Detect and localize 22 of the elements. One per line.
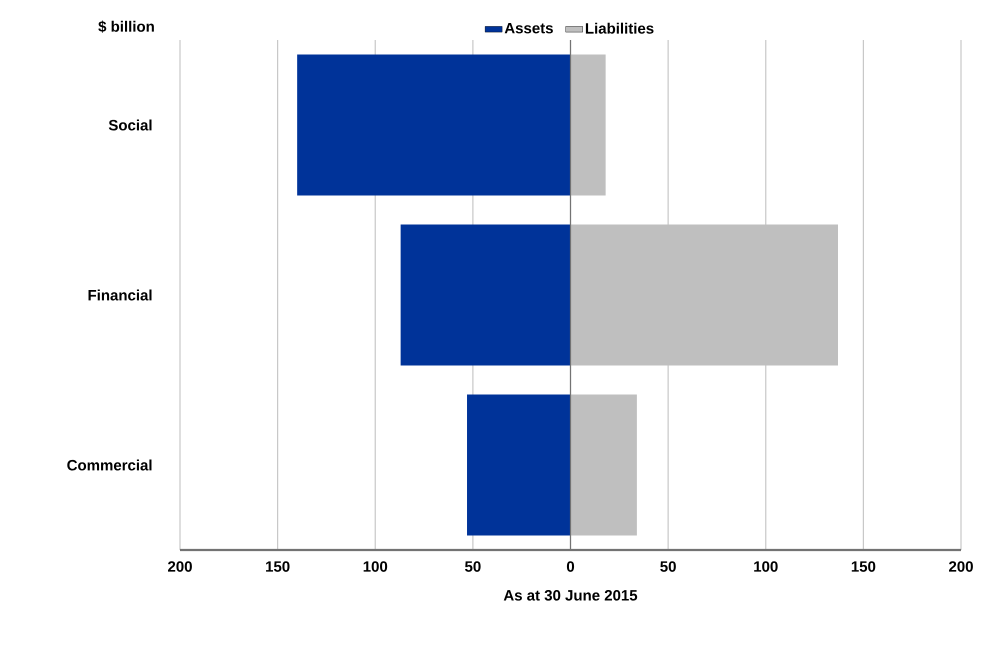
bar xyxy=(570,54,606,196)
x-tick-label: 50 xyxy=(465,561,481,572)
x-axis-title: As at 30 June 2015 xyxy=(504,590,638,601)
y-tick-label: Social xyxy=(108,119,152,130)
legend-label: Assets xyxy=(504,22,553,34)
bar xyxy=(570,394,637,536)
bar xyxy=(467,394,571,536)
bar xyxy=(570,224,838,366)
bar xyxy=(400,224,571,366)
x-tick-label: 50 xyxy=(660,561,676,572)
x-tick-label: 150 xyxy=(266,561,290,572)
x-tick-label: 100 xyxy=(364,561,388,572)
x-tick-label: 0 xyxy=(566,561,574,572)
legend-label: Liabilities xyxy=(586,22,654,34)
x-tick-label: 150 xyxy=(852,561,876,572)
y-axis-title: $ billion xyxy=(98,20,154,33)
y-tick-label: Commercial xyxy=(67,459,152,471)
bar xyxy=(297,54,571,196)
x-tick-label: 100 xyxy=(754,561,778,572)
x-tick-label: 200 xyxy=(949,561,973,572)
x-tick-label: 200 xyxy=(168,561,192,572)
y-tick-label: Financial xyxy=(88,289,152,301)
